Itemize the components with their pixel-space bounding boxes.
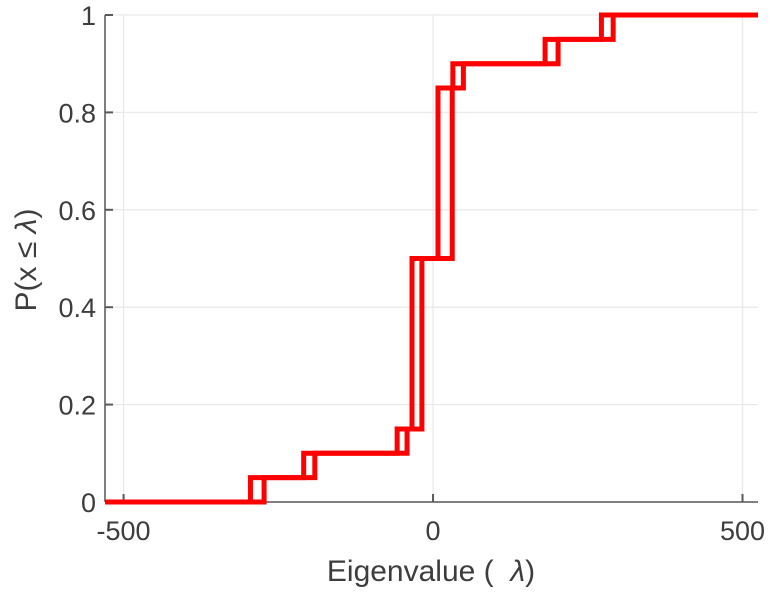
y-tick-label: 0.6 <box>58 196 96 226</box>
lambda-symbol: λ <box>510 555 526 588</box>
y-tick-label: 1 <box>81 1 96 31</box>
y-tick-label: 0.8 <box>58 98 96 128</box>
lambda-symbol: λ <box>10 218 43 234</box>
x-tick-label: 500 <box>720 516 765 546</box>
y-tick-label: 0 <box>81 488 96 518</box>
y-tick-label: 0.4 <box>58 293 96 323</box>
y-axis-label: P(x ≤ λ) <box>10 208 43 312</box>
x-tick-label: -500 <box>97 516 151 546</box>
x-tick-label: 0 <box>426 516 441 546</box>
x-axis-label: Eigenvalue ( λ) <box>327 557 535 587</box>
y-axis-label-text: P(x ≤ <box>10 233 43 312</box>
y-tick-label: 0.2 <box>58 391 96 421</box>
x-axis-label-text: Eigenvalue ( <box>326 555 511 588</box>
ecdf-step-line-ecdf-2 <box>105 12 758 505</box>
y-axis-label-close: ) <box>10 208 43 219</box>
x-axis-label-close: ) <box>525 555 536 588</box>
